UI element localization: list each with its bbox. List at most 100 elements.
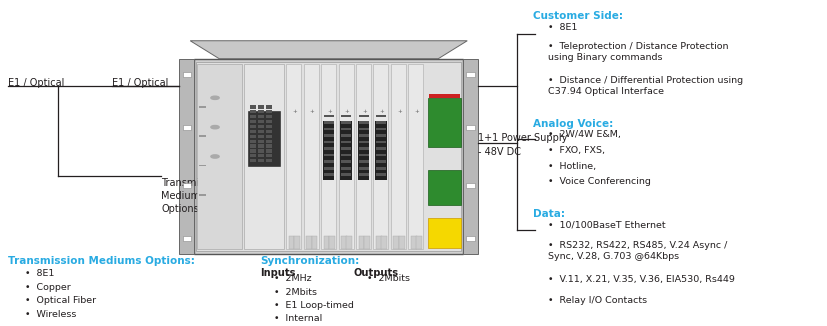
Text: 1+1 Power Supply
- 48V DC: 1+1 Power Supply - 48V DC [478,133,567,157]
Bar [250,149,256,153]
Bar [409,64,423,249]
Bar [341,147,351,150]
Bar [258,130,264,133]
Bar [199,135,206,137]
Text: •  10/100BaseT Ethernet: • 10/100BaseT Ethernet [548,220,666,229]
Circle shape [211,96,219,99]
Bar [359,147,369,150]
Text: •  2W/4W E&M,: • 2W/4W E&M, [548,130,621,140]
Bar [250,105,256,109]
Bar [359,173,369,176]
Bar [266,110,272,113]
Text: +: + [327,110,332,114]
Text: •  Voice Conferencing: • Voice Conferencing [548,177,651,186]
Bar [183,125,191,130]
Text: Transmission Mediums Options:: Transmission Mediums Options: [8,256,195,266]
Bar [199,106,206,108]
Bar [289,236,294,249]
Bar [304,64,318,249]
Bar [376,160,386,163]
Bar [250,120,256,123]
Text: Synchronization:: Synchronization: [261,256,360,266]
Text: E1 / Optical: E1 / Optical [8,78,65,88]
Bar [341,115,351,117]
Bar [258,149,264,153]
Bar [248,111,280,166]
Text: •  Teleprotection / Distance Protection
using Binary commands: • Teleprotection / Distance Protection u… [548,42,729,63]
Bar [312,236,318,249]
Text: +: + [362,110,367,114]
Bar [341,236,347,249]
Bar [258,159,264,162]
Text: Outputs: Outputs [354,268,399,278]
Bar [428,218,461,248]
Bar [359,236,364,249]
Bar [323,147,333,150]
Bar [199,194,206,196]
Bar [196,62,461,251]
Bar [266,130,272,133]
Bar [376,141,386,143]
Bar [323,173,333,176]
Bar [359,167,369,170]
Bar [179,59,194,254]
Bar [428,170,461,205]
Polygon shape [190,41,467,59]
Bar [376,236,382,249]
Bar [341,154,351,156]
Bar [376,128,386,130]
Bar [183,183,191,188]
Bar [323,141,333,143]
Bar [258,125,264,128]
Bar [341,141,351,143]
Bar [323,167,333,170]
Bar [323,121,334,180]
Bar [376,134,386,137]
Text: •  Wireless: • Wireless [25,310,76,319]
Bar [338,64,353,249]
Text: •  RS232, RS422, RS485, V.24 Async /
Sync, V.28, G.703 @64Kbps: • RS232, RS422, RS485, V.24 Async / Sync… [548,241,728,261]
Bar [199,165,206,166]
Text: Analog Voice:: Analog Voice: [533,119,614,129]
Bar [323,134,333,137]
Bar [250,125,256,128]
Bar [428,98,461,147]
Text: •  Optical Fiber: • Optical Fiber [25,296,96,305]
Bar [381,236,387,249]
Circle shape [211,155,219,158]
Bar [266,125,272,128]
Bar [266,159,272,162]
Bar [374,64,389,249]
Bar [323,121,333,124]
Text: Transmission
Medium
Options: Transmission Medium Options [161,178,224,214]
Bar [250,159,256,162]
Text: •  2Mbits: • 2Mbits [274,288,317,297]
Bar [376,121,386,124]
Bar [266,115,272,118]
Bar [359,134,369,137]
Bar [357,121,370,180]
Bar [258,135,264,138]
Bar [416,236,422,249]
Bar [364,236,370,249]
Bar [323,115,333,117]
Bar [359,141,369,143]
Text: +: + [414,110,419,114]
Text: •  2MHz: • 2MHz [274,274,311,284]
Bar [466,183,475,188]
Bar [376,173,386,176]
Bar [359,121,369,124]
Bar [321,64,336,249]
Bar [376,115,386,117]
Bar [250,115,256,118]
Bar [359,160,369,163]
Text: •  FXO, FXS,: • FXO, FXS, [548,146,605,155]
Text: •  Relay I/O Contacts: • Relay I/O Contacts [548,296,648,305]
Bar [286,64,301,249]
Text: •  8E1: • 8E1 [25,269,55,278]
Bar [341,173,351,176]
Bar [323,154,333,156]
Bar [266,149,272,153]
Bar [258,140,264,143]
Text: •  E1 Loop-timed: • E1 Loop-timed [274,301,354,310]
